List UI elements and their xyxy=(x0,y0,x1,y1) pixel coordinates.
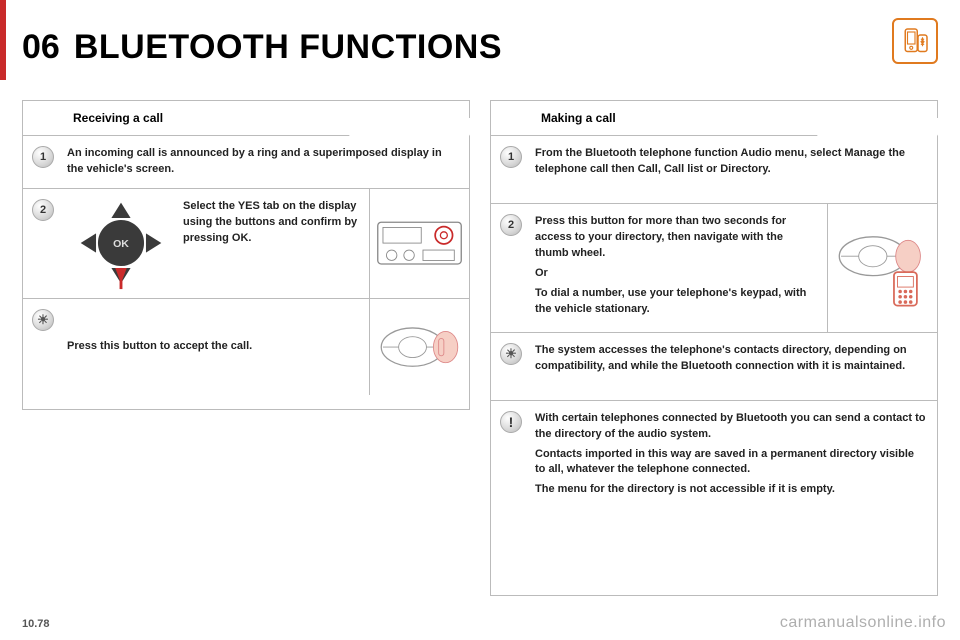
radio-unit-icon xyxy=(369,189,469,298)
right-card-heading: Making a call xyxy=(491,101,937,136)
right-excl-row: With certain telephones connected by Blu… xyxy=(491,401,937,551)
right-excl-text: With certain telephones connected by Blu… xyxy=(531,401,937,551)
bulb-icon-2 xyxy=(500,343,522,365)
steering-control-icon xyxy=(369,299,469,395)
page-title: BLUETOOTH FUNCTIONS xyxy=(74,28,502,67)
right-bulb-text: The system accesses the telephone's cont… xyxy=(531,333,937,400)
right-step-2c: To dial a number, use your telephone's k… xyxy=(535,286,817,318)
left-bulb-text: Press this button to accept the call. xyxy=(63,299,369,395)
left-step-2: 2 OK Select the YES tab on the display u… xyxy=(23,189,469,299)
phone-bluetooth-icon xyxy=(892,18,938,64)
svg-text:OK: OK xyxy=(113,238,129,250)
chapter-number: 06 xyxy=(22,28,60,67)
right-step-2: 2 Press this button for more than two se… xyxy=(491,204,937,333)
right-excl-a: With certain telephones connected by Blu… xyxy=(535,411,927,443)
right-step-1: 1 From the Bluetooth telephone function … xyxy=(491,136,937,204)
right-bulb-row: The system accesses the telephone's cont… xyxy=(491,333,937,401)
dpad-icon: OK xyxy=(63,189,183,298)
step-badge-2b: 2 xyxy=(500,214,522,236)
left-step-1-text: An incoming call is announced by a ring … xyxy=(63,136,469,188)
step-badge-2: 2 xyxy=(32,199,54,221)
exclamation-icon xyxy=(500,411,522,433)
making-call-card: Making a call 1 From the Bluetooth telep… xyxy=(490,100,938,596)
bulb-icon xyxy=(32,309,54,331)
right-step-2-text: Press this button for more than two seco… xyxy=(531,204,827,332)
right-excl-b: Contacts imported in this way are saved … xyxy=(535,447,927,479)
step-badge-1b: 1 xyxy=(500,146,522,168)
steering-phone-icon xyxy=(827,204,937,332)
right-step-2b: Or xyxy=(535,266,817,282)
step-badge-1: 1 xyxy=(32,146,54,168)
left-step-2-text: Select the YES tab on the display using … xyxy=(183,189,369,298)
right-excl-c: The menu for the directory is not access… xyxy=(535,482,927,498)
right-step-2a: Press this button for more than two seco… xyxy=(535,214,817,262)
right-step-1-text: From the Bluetooth telephone function Au… xyxy=(531,136,937,203)
left-card-heading: Receiving a call xyxy=(23,101,469,136)
page-number: 10.78 xyxy=(22,618,50,630)
receiving-call-card: Receiving a call 1 An incoming call is a… xyxy=(22,100,470,410)
page-header: 06 BLUETOOTH FUNCTIONS xyxy=(0,28,960,67)
watermark: carmanualsonline.info xyxy=(780,614,946,632)
left-bulb-row: Press this button to accept the call. xyxy=(23,299,469,395)
left-step-1: 1 An incoming call is announced by a rin… xyxy=(23,136,469,189)
